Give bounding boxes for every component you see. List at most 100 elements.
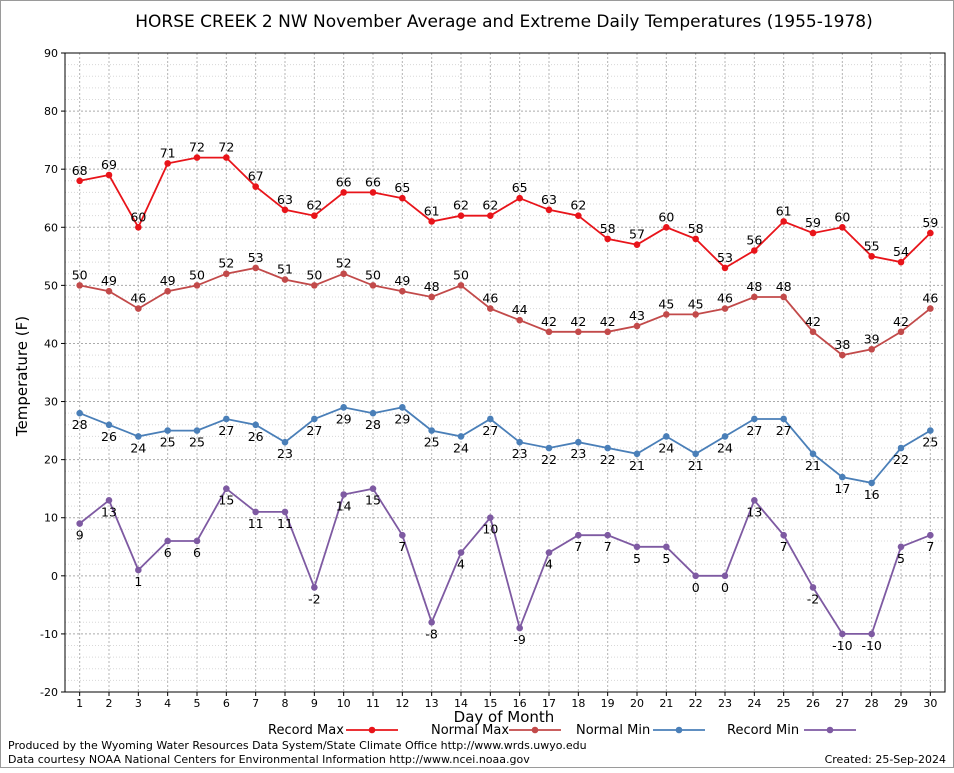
record-max-data-label: 55 — [864, 238, 880, 253]
record-max-point — [281, 206, 289, 214]
x-tick-label: 13 — [425, 697, 439, 710]
x-tick-label: 26 — [806, 697, 820, 710]
record-min-data-label: 4 — [457, 557, 465, 572]
normal-min-point — [311, 415, 318, 423]
y-tick-label: 90 — [44, 47, 58, 60]
legend-label-normal-max: Normal Max — [431, 723, 509, 738]
record-max-data-label: 62 — [570, 198, 586, 213]
legend-marker-record-max — [368, 726, 376, 734]
normal-max-data-label: 53 — [248, 250, 264, 265]
record-max-data-label: 62 — [482, 198, 498, 213]
record-min-data-label: 15 — [365, 493, 381, 508]
x-tick-label: 30 — [923, 697, 937, 710]
y-tick-label: -10 — [40, 628, 58, 641]
x-tick-label: 22 — [689, 697, 703, 710]
normal-min-data-label: 23 — [570, 446, 586, 461]
normal-min-point — [780, 415, 787, 423]
normal-max-data-label: 42 — [541, 314, 557, 329]
record-max-data-label: 58 — [600, 221, 616, 236]
normal-min-point — [868, 479, 875, 487]
y-tick-label: 10 — [44, 512, 58, 525]
normal-max-point — [897, 328, 905, 336]
normal-min-point — [105, 421, 113, 429]
record-max-data-label: 63 — [277, 192, 293, 207]
normal-min-data-label: 24 — [717, 440, 733, 455]
normal-max-data-label: 50 — [189, 267, 205, 282]
record-max-point — [164, 160, 171, 167]
record-min-data-label: -9 — [513, 632, 526, 647]
x-tick-label: 25 — [777, 697, 791, 710]
plot-area — [65, 53, 945, 692]
normal-max-point — [839, 351, 846, 359]
record-min-point — [663, 543, 670, 551]
x-tick-label: 29 — [894, 697, 908, 710]
record-max-data-label: 54 — [893, 244, 909, 259]
normal-max-point — [809, 328, 817, 336]
y-tick-label: 80 — [44, 105, 58, 118]
x-tick-label: 10 — [337, 697, 351, 710]
record-min-point — [692, 572, 699, 580]
record-min-point — [135, 566, 142, 574]
record-max-point — [633, 241, 641, 248]
record-min-point — [76, 520, 83, 527]
record-max-point — [751, 247, 758, 254]
record-max-point — [76, 177, 83, 185]
record-min-data-label: 0 — [692, 580, 700, 595]
x-tick-label: 15 — [483, 697, 497, 710]
record-min-data-label: 6 — [193, 545, 201, 560]
record-min-point — [868, 630, 875, 638]
record-max-point — [252, 183, 259, 190]
normal-min-line — [79, 406, 931, 484]
normal-max-point — [721, 305, 729, 312]
x-tick-label: 18 — [571, 697, 585, 710]
normal-min-point — [663, 433, 670, 440]
normal-min-point — [721, 433, 729, 440]
record-max-point — [692, 235, 699, 243]
normal-max-data-label: 50 — [306, 267, 322, 282]
record-min-data-label: 0 — [721, 580, 729, 595]
record-max-data-label: 60 — [130, 209, 146, 224]
normal-min-point — [633, 450, 641, 458]
x-tick-label: 8 — [282, 697, 289, 710]
record-max-point — [223, 154, 230, 161]
x-tick-label: 6 — [223, 697, 230, 710]
normal-min-point — [164, 427, 171, 434]
record-max-data-label: 62 — [453, 198, 469, 213]
record-min-point — [164, 537, 171, 545]
record-min-data-label: 7 — [574, 539, 582, 554]
y-axis-label: Temperature (F) — [13, 316, 31, 437]
normal-min-point — [692, 450, 699, 458]
normal-min-point — [751, 415, 758, 423]
normal-max-point — [545, 328, 553, 336]
normal-max-data-label: 49 — [394, 273, 410, 288]
record-max-data-label: 69 — [101, 157, 117, 172]
x-axis-label: Day of Month — [454, 708, 555, 726]
record-max-point — [487, 212, 494, 219]
normal-min-data-label: 24 — [130, 440, 146, 455]
record-min-point — [809, 584, 817, 591]
record-min-data-label: 5 — [897, 551, 905, 566]
record-max-point — [604, 235, 611, 243]
footer-data-courtesy: Data courtesy NOAA National Centers for … — [8, 753, 530, 766]
x-tick-label: 23 — [718, 697, 732, 710]
record-min-point — [340, 491, 347, 498]
record-min-data-label: 7 — [780, 539, 788, 554]
normal-min-point — [839, 473, 846, 481]
normal-max-data-label: 44 — [512, 302, 528, 317]
record-min-point — [927, 531, 934, 539]
normal-max-point — [780, 293, 787, 301]
normal-max-line — [79, 266, 931, 357]
normal-max-data-label: 42 — [570, 314, 586, 329]
normal-max-point — [193, 282, 201, 289]
normal-min-point — [809, 450, 817, 458]
normal-min-data-label: 28 — [72, 417, 88, 432]
x-tick-label: 2 — [106, 697, 113, 710]
record-max-data-label: 56 — [746, 233, 762, 248]
record-min-point — [839, 630, 846, 638]
y-tick-label: 60 — [44, 221, 58, 234]
normal-min-data-label: 27 — [776, 423, 792, 438]
record-min-data-label: 7 — [398, 539, 406, 554]
normal-max-data-label: 39 — [864, 331, 880, 346]
normal-max-data-label: 42 — [893, 314, 909, 329]
